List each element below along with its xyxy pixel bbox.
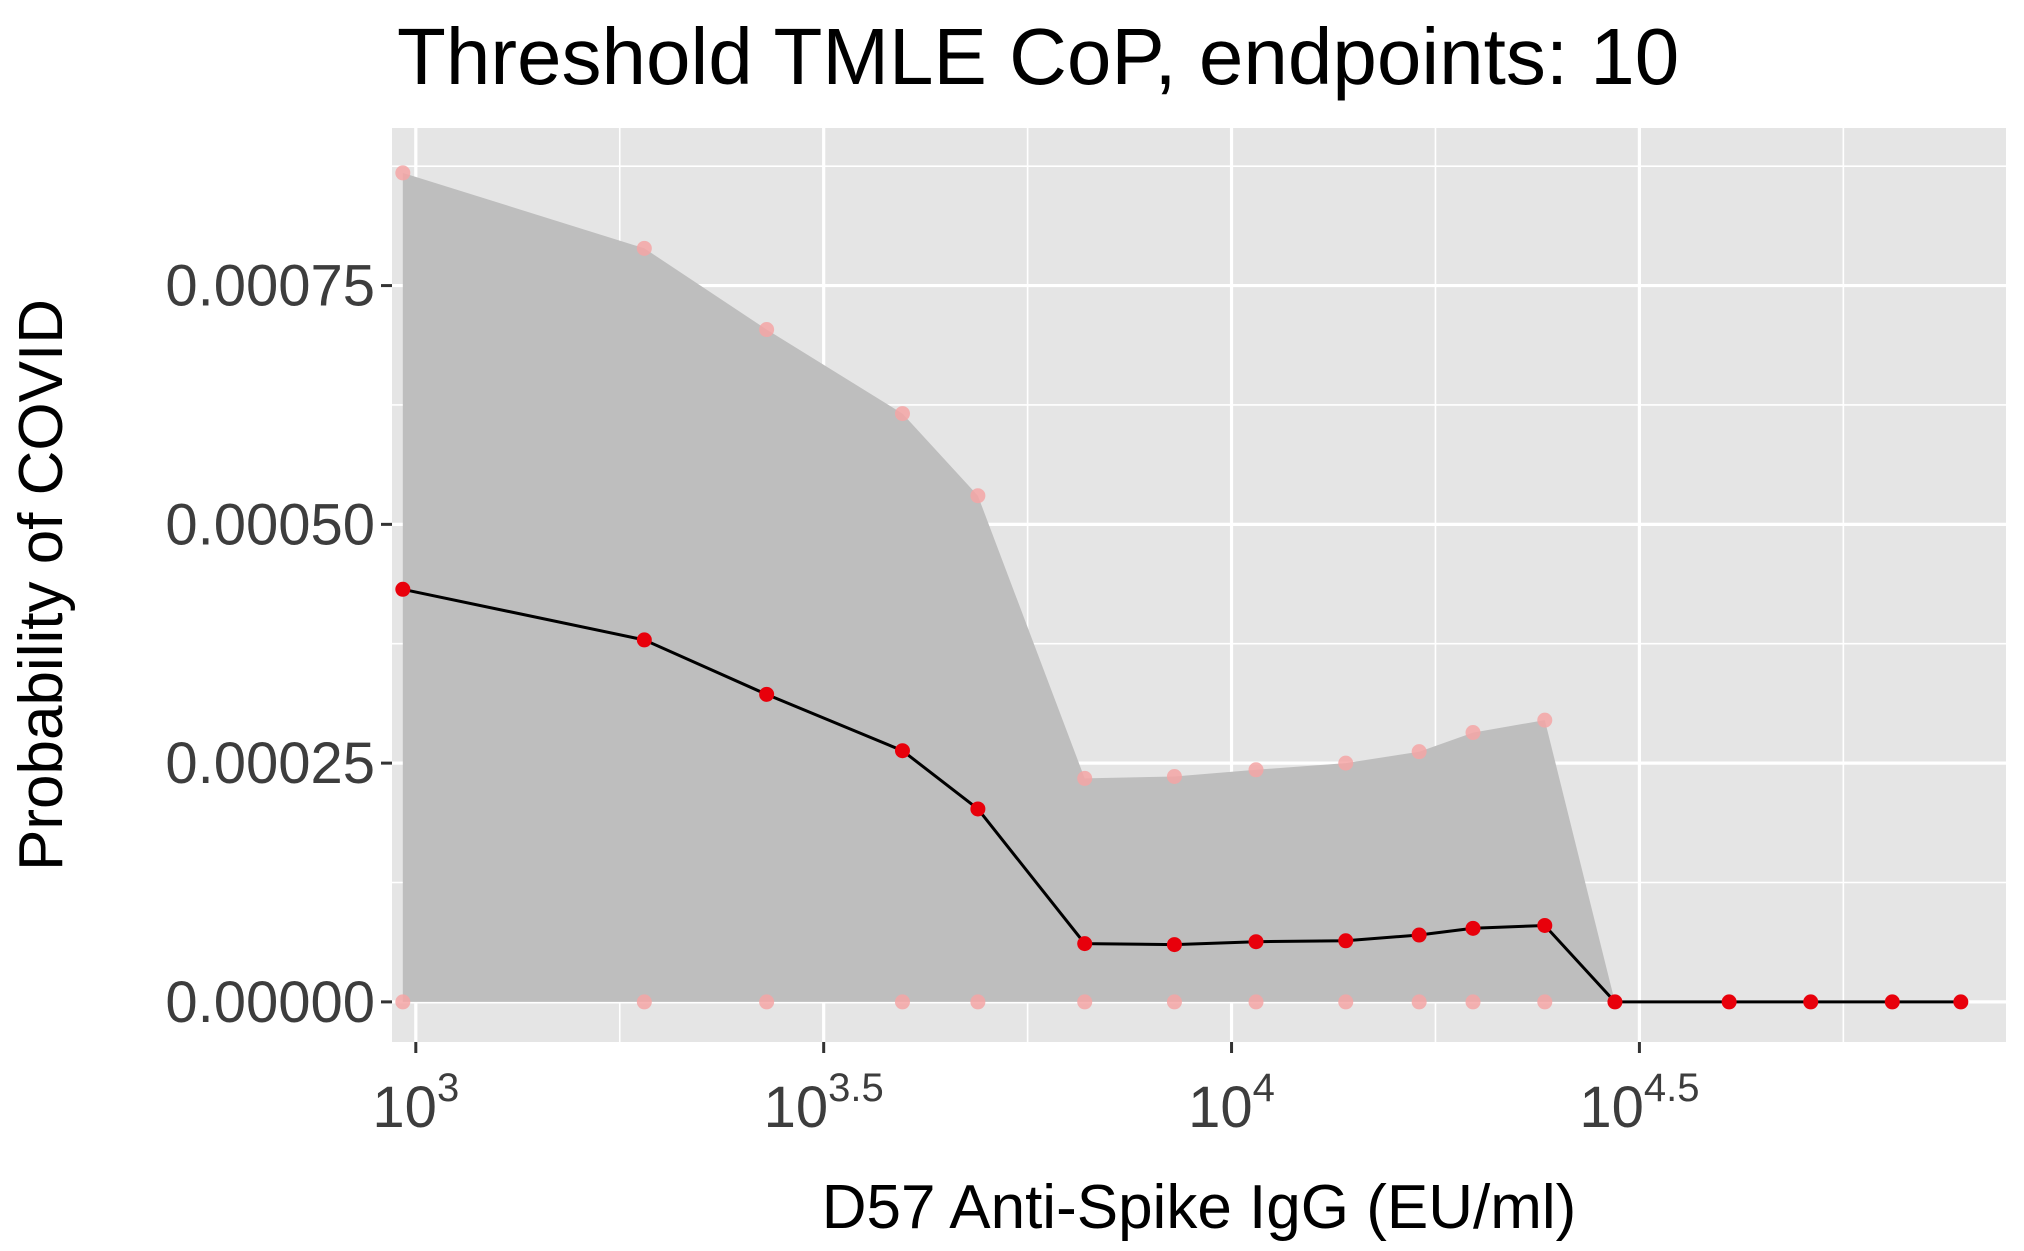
confidence-ribbon	[402, 172, 1615, 1002]
ci-lower-point	[759, 994, 775, 1010]
estimate-point	[759, 686, 775, 702]
ci-lower-point	[636, 994, 652, 1010]
x-axis: 103 103.5 104 104.5	[372, 1042, 1699, 1140]
x-tick-label: 103.5	[764, 1066, 884, 1140]
y-tick-label: 0.00050	[165, 492, 375, 557]
ci-upper-point	[395, 165, 411, 181]
estimate-point	[636, 632, 652, 648]
y-axis-title: Probability of COVID	[7, 299, 76, 871]
estimate-point	[970, 801, 986, 817]
ci-upper-point	[1248, 762, 1264, 778]
y-tick-label: 0.00075	[165, 254, 375, 319]
x-tick-label: 103	[372, 1066, 459, 1140]
ci-bound-points	[395, 165, 1553, 1010]
estimate-point	[395, 581, 411, 597]
ci-upper-point	[894, 406, 910, 422]
estimate-point	[1803, 994, 1819, 1010]
estimate-point	[1537, 917, 1553, 933]
ci-lower-point	[1537, 994, 1553, 1010]
x-axis-title: D57 Anti-Spike IgG (EU/ml)	[822, 1173, 1577, 1242]
estimate-points	[395, 581, 1969, 1010]
ci-upper-point	[1077, 770, 1093, 786]
estimate-point	[1465, 920, 1481, 936]
estimate-point	[1077, 936, 1093, 952]
ci-lower-point	[1338, 994, 1354, 1010]
ci-upper-point	[636, 240, 652, 256]
estimate-point	[1338, 933, 1354, 949]
x-tick-label: 104	[1188, 1066, 1275, 1140]
ci-lower-point	[395, 994, 411, 1010]
ci-lower-point	[1411, 994, 1427, 1010]
x-tick-label: 104.5	[1579, 1066, 1699, 1140]
chart-title: Threshold TMLE CoP, endpoints: 10	[397, 12, 1679, 101]
estimate-point	[1166, 937, 1182, 953]
estimate-point	[1607, 994, 1623, 1010]
estimate-point	[1953, 994, 1969, 1010]
ci-upper-point	[1537, 712, 1553, 728]
ci-lower-point	[970, 994, 986, 1010]
ci-lower-point	[1465, 994, 1481, 1010]
estimate-point	[1721, 994, 1737, 1010]
y-axis: 0.00000 0.00025 0.00050 0.00075	[165, 254, 392, 1035]
ci-lower-point	[1166, 994, 1182, 1010]
ci-upper-point	[970, 488, 986, 504]
ci-upper-point	[1338, 755, 1354, 771]
estimate-point	[1411, 927, 1427, 943]
estimate-point	[894, 743, 910, 759]
ci-upper-point	[1411, 744, 1427, 760]
estimate-point	[1884, 994, 1900, 1010]
ci-lower-point	[1077, 994, 1093, 1010]
ci-upper-point	[1166, 768, 1182, 784]
ci-upper-point	[759, 322, 775, 338]
y-tick-label: 0.00025	[165, 731, 375, 796]
y-tick-label: 0.00000	[165, 970, 375, 1035]
estimate-point	[1248, 934, 1264, 950]
ci-lower-point	[894, 994, 910, 1010]
ci-lower-point	[1248, 994, 1264, 1010]
ci-upper-point	[1465, 725, 1481, 741]
